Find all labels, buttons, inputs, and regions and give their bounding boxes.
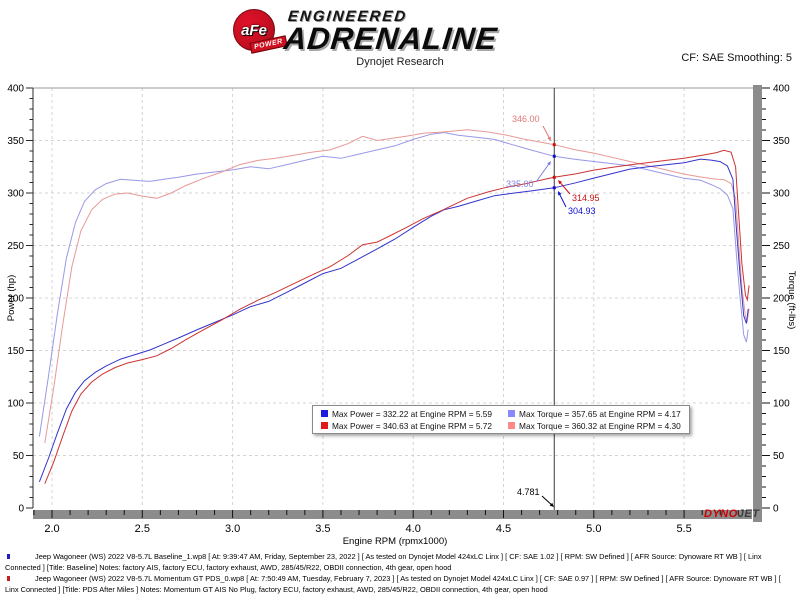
legend-swatch — [321, 410, 328, 417]
chart-title: Dynojet Research — [356, 56, 444, 68]
right-axis-tick-label: 200 — [773, 294, 790, 305]
x-axis-tick-label: 2.0 — [44, 523, 59, 535]
run-bullet — [7, 576, 10, 581]
cursor-marker — [552, 186, 556, 190]
annotation-arrow — [535, 163, 550, 183]
legend-swatch — [321, 422, 328, 429]
right-axis-tick-label: 400 — [773, 84, 790, 95]
dynojet-watermark: DYNOJET — [704, 508, 760, 520]
legend-label: Max Torque = 357.65 at Engine RPM = 4.17 — [519, 408, 681, 419]
left-axis-tick-label: 350 — [7, 136, 24, 147]
run-info-footer: Jeep Wagoneer (WS) 2022 V8-5.7L Baseline… — [0, 552, 796, 596]
left-axis-tick-label: 250 — [7, 241, 24, 252]
y-axis-scrollbar[interactable] — [753, 85, 762, 522]
right-axis-tick-label: 350 — [773, 136, 790, 147]
run-bullet — [7, 554, 10, 559]
run-description: Jeep Wagoneer (WS) 2022 V8-5.7L Baseline… — [5, 552, 762, 572]
left-axis-tick-label: 300 — [7, 189, 24, 200]
cursor-marker — [552, 143, 556, 147]
legend-entry: Max Power = 340.63 at Engine RPM = 5.72 — [321, 421, 492, 431]
legend-entry: Max Torque = 357.65 at Engine RPM = 4.17 — [508, 409, 681, 419]
annotation-arrowhead — [547, 161, 551, 166]
x-axis-tick-label: 4.0 — [406, 523, 421, 535]
left-axis-tick-label: 200 — [7, 294, 24, 305]
annotation-value-label: 346.00 — [512, 114, 540, 124]
x-axis-tick-label: 3.5 — [315, 523, 330, 535]
x-axis-scrollbar[interactable] — [33, 510, 752, 519]
annotation-arrow — [558, 193, 567, 208]
annotation-arrowhead — [558, 180, 563, 185]
x-axis-title: Engine RPM (rpmx1000) — [343, 536, 448, 547]
torque-pds-curve — [44, 129, 750, 443]
chart-legend: Max Power = 332.22 at Engine RPM = 5.59 M… — [312, 405, 690, 434]
left-axis-tick-label: 50 — [13, 451, 25, 462]
x-axis-tick-label: 4.5 — [496, 523, 511, 535]
legend-swatch — [508, 410, 516, 417]
afe-logo-text: aFe — [241, 21, 267, 39]
cursor-marker — [552, 154, 556, 158]
right-axis-tick-label: 250 — [773, 241, 790, 252]
legend-entry: Max Torque = 360.32 at Engine RPM = 4.30 — [508, 421, 681, 431]
annotation-value-label: 314.95 — [572, 193, 600, 203]
annotation-arrowhead — [549, 502, 554, 507]
left-axis-title: Power (hp) — [6, 275, 17, 321]
run-description: Jeep Wagoneer (WS) 2022 V8-5.7L Momentum… — [5, 574, 781, 594]
x-axis-tick-label: 3.0 — [225, 523, 240, 535]
right-axis-tick-label: 100 — [773, 399, 790, 410]
torque-baseline-curve — [38, 131, 749, 437]
right-axis-tick-label: 50 — [773, 451, 785, 462]
annotation-value-label: 304.93 — [568, 206, 596, 216]
smoothing-setting-label: CF: SAE Smoothing: 5 — [681, 52, 792, 64]
annotation-arrow — [541, 495, 553, 506]
legend-label: Max Power = 340.63 at Engine RPM = 5.72 — [332, 420, 493, 431]
x-axis-tick-label: 5.0 — [586, 523, 601, 535]
run-info-line: Jeep Wagoneer (WS) 2022 V8-5.7L Baseline… — [0, 552, 796, 573]
annotation-arrowhead — [547, 136, 551, 141]
run-info-line: Jeep Wagoneer (WS) 2022 V8-5.7L Momentum… — [0, 574, 796, 595]
x-axis-tick-label: 2.5 — [135, 523, 150, 535]
annotation-value-label: 335.00 — [506, 179, 534, 189]
report-header: aFe POWER ENGINEERED ADRENALINE Dynojet … — [0, 0, 800, 80]
right-axis-tick-label: 300 — [773, 189, 790, 200]
annotation-arrowhead — [558, 191, 562, 196]
annotation-arrow — [559, 181, 571, 195]
left-axis-tick-label: 0 — [18, 504, 24, 515]
legend-swatch — [508, 422, 516, 429]
legend-entry: Max Power = 332.22 at Engine RPM = 5.59 — [321, 409, 492, 419]
right-axis-tick-label: 150 — [773, 346, 790, 357]
left-axis-tick-label: 150 — [7, 346, 24, 357]
right-axis-tick-label: 0 — [773, 504, 779, 515]
legend-label: Max Power = 332.22 at Engine RPM = 5.59 — [332, 408, 493, 419]
left-axis-tick-label: 100 — [7, 399, 24, 410]
left-axis-tick-label: 400 — [7, 84, 24, 95]
cursor-marker — [552, 175, 556, 179]
dyno-chart: 0 50 100 150 200 250 300 350 400 2.0 2.5 3.0 3.5 4.0 4… — [6, 84, 797, 548]
power-baseline-curve — [38, 158, 749, 482]
annotation-value-label: 4.781 — [517, 487, 540, 497]
power-pds-curve — [44, 149, 750, 484]
right-axis-title: Torque (ft-lbs) — [786, 271, 797, 330]
annotation-arrow — [542, 125, 551, 139]
x-axis-tick-label: 5.5 — [676, 523, 691, 535]
legend-label: Max Torque = 360.32 at Engine RPM = 4.30 — [519, 420, 681, 431]
